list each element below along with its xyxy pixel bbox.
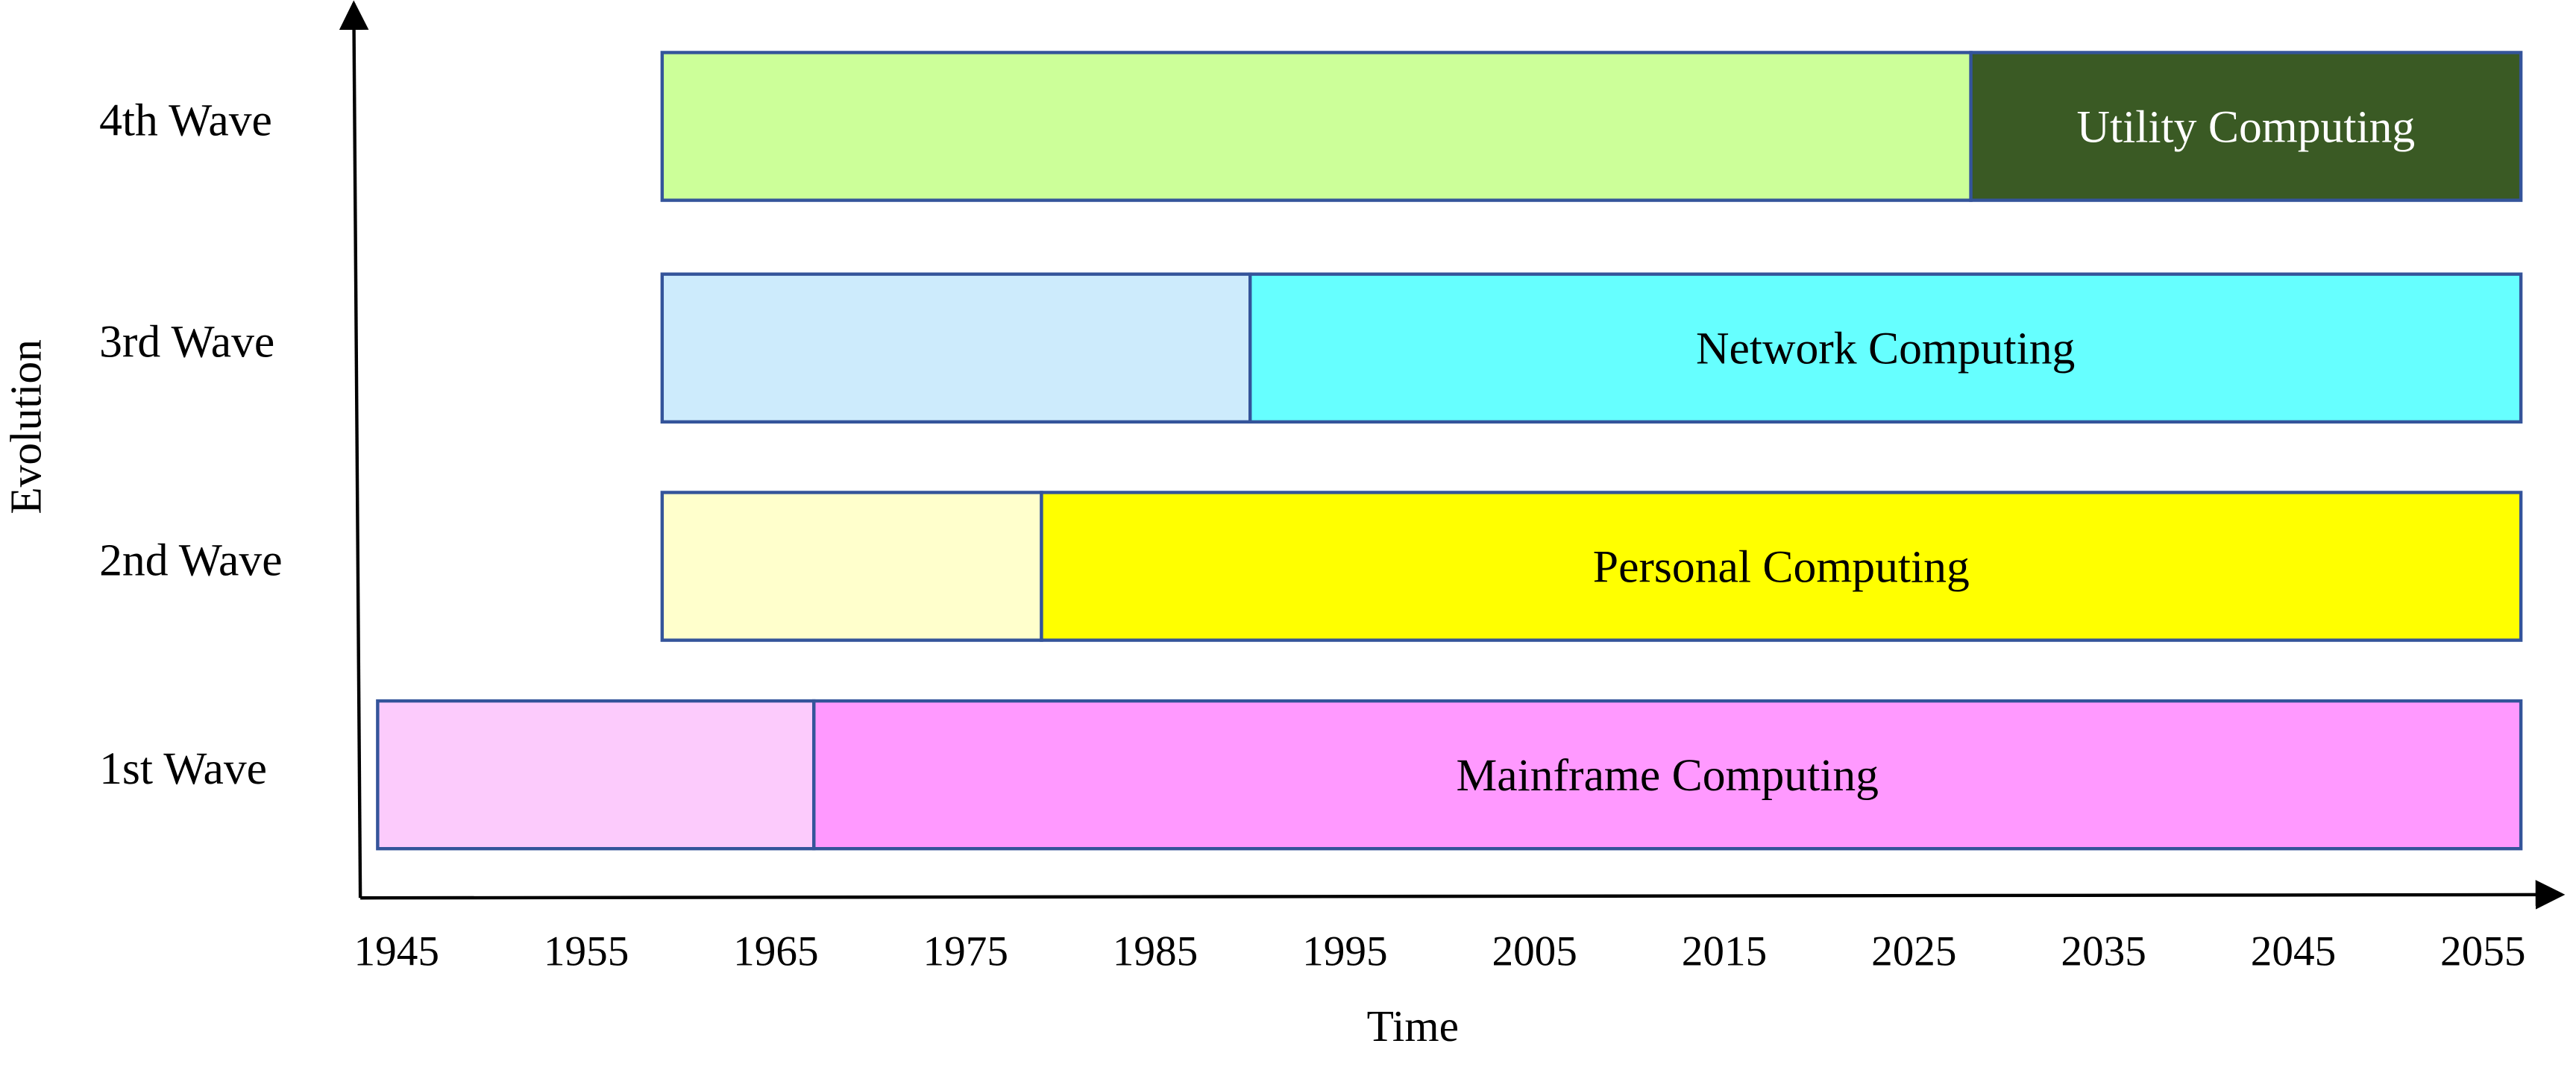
segment-label: Personal Computing <box>1593 541 1970 592</box>
y-axis-label: Evolution <box>1 339 50 514</box>
segment-label: Network Computing <box>1696 323 2075 374</box>
early-segment <box>660 51 1973 202</box>
late-segment <box>812 699 2523 851</box>
row-label: 3rd Wave <box>99 317 274 368</box>
x-tick-label: 1995 <box>1302 928 1387 975</box>
x-tick-label: 1975 <box>923 928 1008 975</box>
x-tick-label: 2005 <box>1492 928 1577 975</box>
segment-label: Mainframe Computing <box>1456 750 1879 801</box>
late-segment <box>1248 272 2523 424</box>
x-tick-label: 1955 <box>544 928 629 975</box>
x-tick-label: 1945 <box>354 928 439 975</box>
x-tick-label: 2025 <box>1871 928 1956 975</box>
segment-label: Utility Computing <box>2077 101 2416 152</box>
early-segment <box>660 272 1252 424</box>
x-tick-label: 2045 <box>2251 928 2336 975</box>
x-tick-label: 2055 <box>2440 928 2525 975</box>
row-label: 4th Wave <box>99 95 272 145</box>
row-label: 2nd Wave <box>99 535 282 585</box>
x-tick-label: 2015 <box>1682 928 1767 975</box>
x-axis <box>360 880 2566 910</box>
y-axis <box>339 0 369 898</box>
early-segment <box>376 699 816 851</box>
x-tick-label: 1985 <box>1113 928 1198 975</box>
late-segment <box>1969 51 2523 202</box>
x-tick-label: 2035 <box>2061 928 2146 975</box>
early-segment <box>660 491 1043 642</box>
late-segment <box>1040 491 2523 642</box>
x-axis-label: Time <box>1367 1001 1459 1051</box>
x-tick-label: 1965 <box>733 928 818 975</box>
row-label: 1st Wave <box>99 743 267 794</box>
